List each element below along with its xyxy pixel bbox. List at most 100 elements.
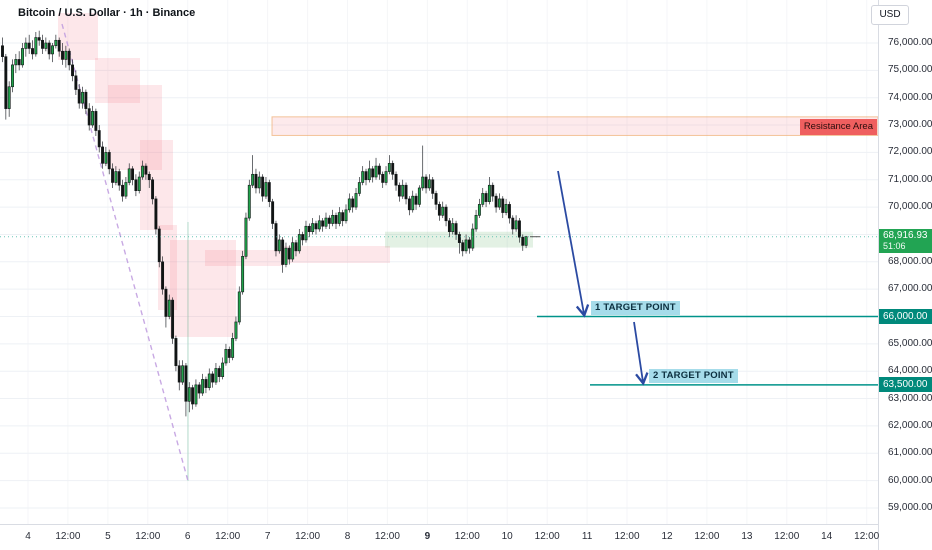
candle-body [297,234,301,252]
candle-body [194,384,198,405]
indicator-cloud [170,240,236,337]
price-axis-label: 60,000.00 [888,474,932,486]
time-axis-label: 12:00 [694,531,720,542]
resistance-area-band[interactable] [271,116,878,136]
time-axis[interactable]: 4 12:00 5 12:00 6 12:00 7 12:00 8 12:00 9 12:00 10 12… [0,524,879,550]
price-axis-label: 73,000.00 [888,119,932,131]
price-axis-label: 64,000.00 [888,365,932,377]
time-axis-label: 6 [184,531,191,542]
candle-body [187,387,191,402]
downtrend-line[interactable] [61,23,189,482]
time-axis-label: 12:00 [55,531,81,542]
candle-body [451,223,455,233]
candle-body [11,64,14,88]
current-price-value: 68,916.93 [883,229,928,241]
candle-body [137,176,141,191]
candle-body [51,45,54,55]
time-axis-label: 13 [741,531,753,542]
candle-body [474,215,478,230]
candle-body [271,201,275,224]
down-arrow-2[interactable] [633,321,649,386]
candle-body [191,387,195,405]
candle-body [414,195,418,205]
candle-body [294,242,298,252]
candle-body [34,37,38,55]
candle-body [274,223,278,252]
time-axis-label: 12:00 [774,531,800,542]
candle-body [301,234,305,241]
candle-body [91,111,94,126]
candle-body [107,152,111,170]
target-2-price-badge: 63,500.00 [879,376,932,392]
candle-body [141,165,145,178]
candle-body [327,217,331,224]
price-axis-label: 67,000.00 [888,283,932,295]
candle-body [514,220,518,230]
time-axis-label: 8 [344,531,351,542]
candle-body [131,168,135,181]
resistance-area-label[interactable]: Resistance Area [799,119,877,135]
candle-body [124,182,128,197]
candle-body [247,184,251,219]
candle-body [21,48,24,66]
price-axis-label: 65,000.00 [888,337,932,349]
candle-body [227,349,231,358]
candle-body [101,146,105,164]
candle-body [27,42,31,49]
candle-body [367,168,371,181]
candle-body [181,365,185,383]
target-point-2-label[interactable]: 2 TARGET POINT [649,369,738,383]
time-axis-label: 5 [105,531,111,542]
candlestick-chart-canvas[interactable] [0,0,878,524]
candle-body [411,195,415,211]
candle-body [114,171,118,183]
chart-plot-area[interactable]: Bitcoin / U.S. Dollar · 1h · Binance Res… [0,0,878,524]
symbol-title[interactable]: Bitcoin / U.S. Dollar · 1h · Binance [18,7,196,19]
candle-body [67,50,71,66]
down-arrow-1[interactable] [557,170,590,318]
candle-body [377,165,381,175]
indicator-cloud [58,13,98,60]
candle-body [264,182,268,197]
current-price-badge[interactable]: 68,916.93 51:06 [879,228,932,253]
candle-body [341,212,345,222]
candle-body [464,239,468,252]
target-1-price-badge: 66,000.00 [879,308,932,324]
currency-usd-button[interactable]: USD [871,5,909,25]
time-axis-label: 12 [661,531,673,542]
price-axis-label: 59,000.00 [888,501,932,513]
candle-body [1,45,4,57]
candle-body [291,242,295,260]
candle-body [144,165,148,175]
time-axis-label: 12:00 [534,531,560,542]
price-axis[interactable]: USD 68,916.93 51:06 66,000.00 63,500.00 … [871,0,932,550]
price-axis-label: 71,000.00 [888,173,932,185]
candle-body [44,42,48,49]
candle-body [404,184,408,200]
indicator-cloud [283,246,390,263]
candle-body [41,39,44,49]
candle-body [517,220,521,238]
candle-body [277,239,281,252]
price-axis-label: 76,000.00 [888,37,932,48]
candle-body [164,288,168,317]
candle-body [361,171,365,183]
candle-body [154,198,158,230]
candle-body [387,163,391,172]
candle-body [54,39,58,47]
candle-body [431,179,435,194]
price-axis-label: 63,000.00 [888,392,932,404]
target-point-1-label[interactable]: 1 TARGET POINT [591,301,680,315]
candle-body [74,75,78,90]
candle-body [254,173,258,189]
candle-body [184,365,188,402]
candle-body [337,212,341,224]
candle-body [111,168,115,183]
candle-body [251,173,255,186]
candle-body [497,198,501,208]
candle-body [417,187,421,205]
candle-body [384,171,388,183]
candle-body [364,171,368,181]
candle-body [97,130,101,148]
